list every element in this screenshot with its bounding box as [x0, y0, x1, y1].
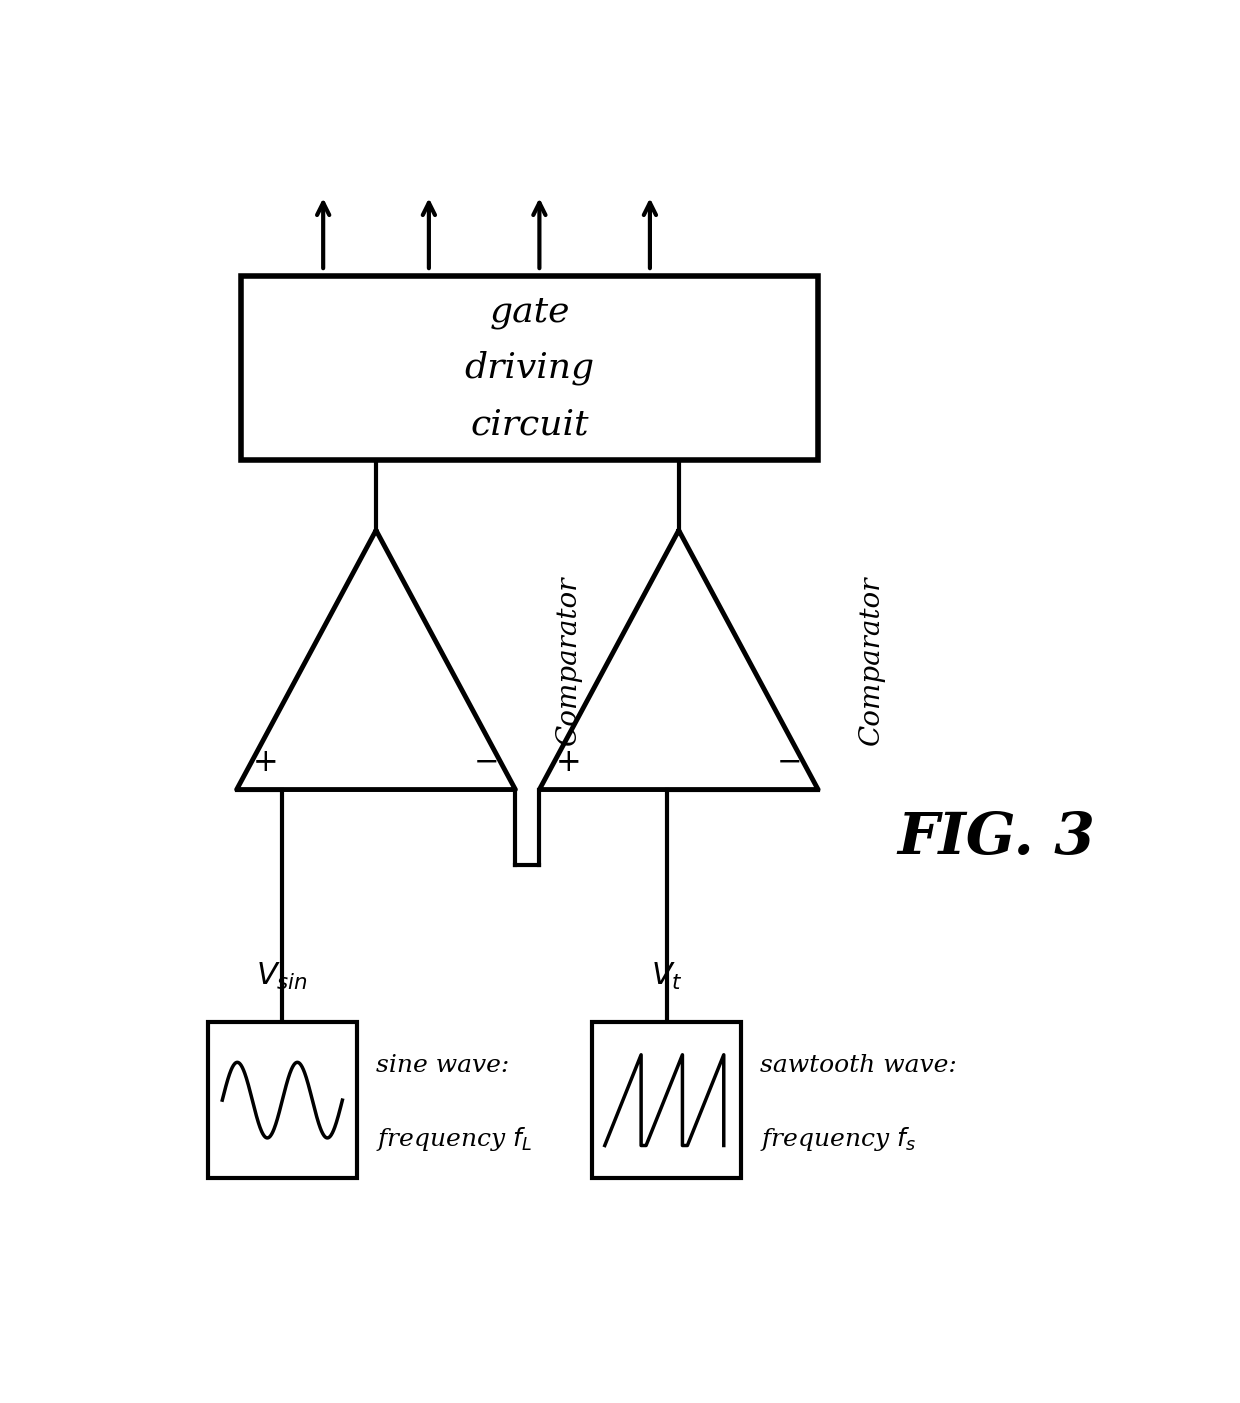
Text: Comparator: Comparator [554, 575, 582, 745]
Text: sine wave:: sine wave: [376, 1054, 510, 1078]
Text: +: + [253, 746, 278, 779]
Text: gate
driving
circuit: gate driving circuit [465, 296, 595, 441]
Text: $V_t$: $V_t$ [651, 961, 683, 992]
Text: −: − [776, 746, 802, 779]
Bar [242, 276, 818, 460]
Text: frequency $f_L$: frequency $f_L$ [376, 1125, 532, 1153]
Bar [593, 1021, 742, 1179]
Text: sawtooth wave:: sawtooth wave: [760, 1054, 957, 1078]
Text: Comparator: Comparator [857, 575, 884, 745]
Text: −: − [474, 746, 500, 779]
Text: $V_{sin}$: $V_{sin}$ [257, 961, 309, 992]
Bar [208, 1021, 357, 1179]
Text: frequency $f_s$: frequency $f_s$ [760, 1125, 916, 1153]
Text: FIG. 3: FIG. 3 [897, 810, 1095, 867]
Text: +: + [556, 746, 582, 779]
